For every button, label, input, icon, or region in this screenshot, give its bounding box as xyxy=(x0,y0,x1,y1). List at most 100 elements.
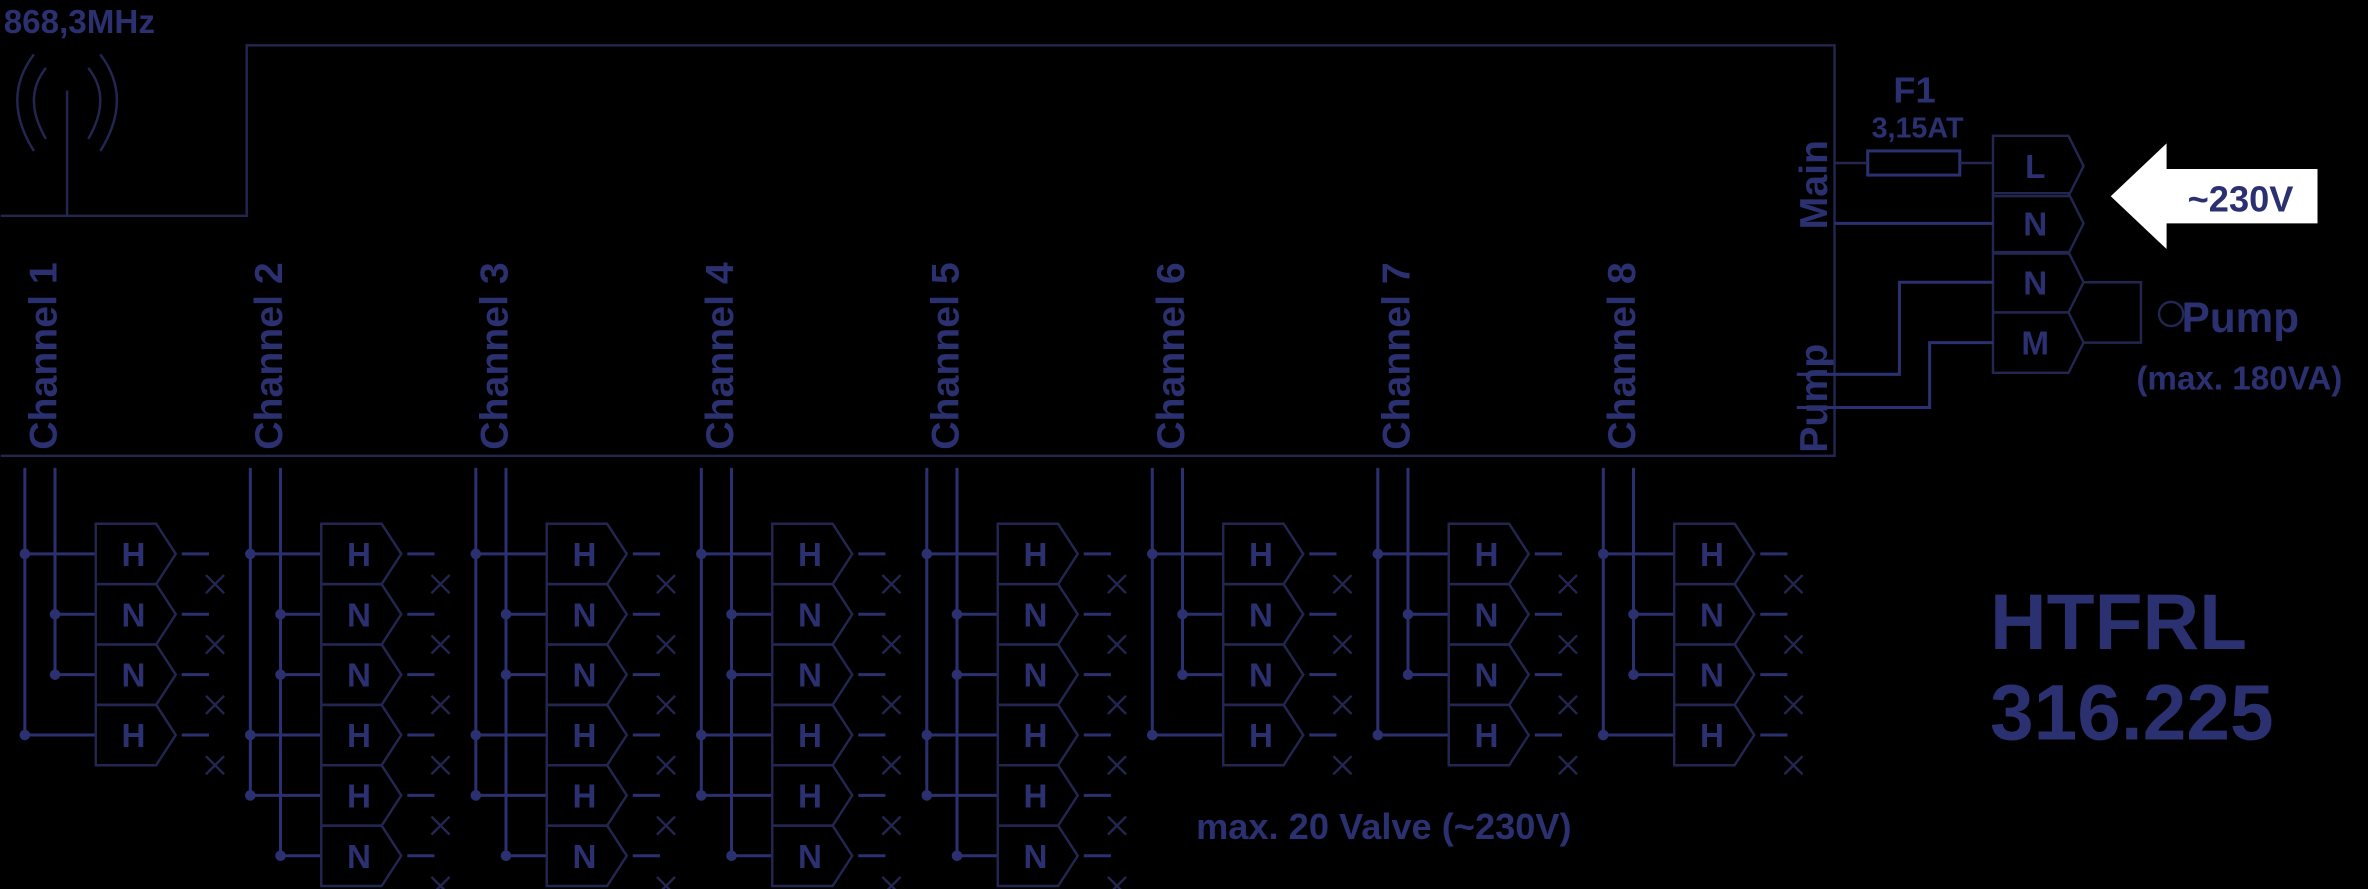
valve-terminal xyxy=(1447,643,1531,707)
valve-output xyxy=(1558,574,1578,595)
terminal xyxy=(1991,250,2085,314)
valve-terminal xyxy=(545,824,629,888)
junction xyxy=(1402,669,1414,680)
valve-terminal xyxy=(1222,582,1305,646)
enclosure xyxy=(0,44,1836,458)
pump-side-label: Pump xyxy=(1792,344,1836,453)
valve-output xyxy=(1332,634,1353,655)
terminal-letter: N xyxy=(122,597,146,634)
valve-output xyxy=(1107,694,1127,715)
valve-output xyxy=(430,634,451,655)
valve-output xyxy=(430,815,451,836)
valve-terminal xyxy=(1447,703,1531,767)
valve-output xyxy=(656,694,676,715)
valve-terminal xyxy=(94,703,178,767)
model-name: HTFRL xyxy=(1990,578,2247,666)
terminal-letter: M xyxy=(2021,326,2049,363)
terminal-letter: N xyxy=(1023,839,1047,876)
valve-terminal xyxy=(1222,643,1305,707)
valve-output xyxy=(881,634,902,655)
valve-output xyxy=(205,574,225,595)
terminal-letter: H xyxy=(798,778,822,815)
valve-output xyxy=(656,574,676,595)
valve-terminal xyxy=(771,582,854,646)
pump-wire xyxy=(1796,341,1994,410)
valve-terminal xyxy=(545,764,629,827)
valve-terminal xyxy=(1673,582,1756,646)
pump-symbol xyxy=(2157,300,2185,328)
terminal-letter: N xyxy=(573,839,597,876)
frequency: 868,3MHz xyxy=(4,4,155,41)
terminal-letter: H xyxy=(573,778,597,815)
terminal-letter: H xyxy=(1474,718,1498,755)
terminal-letter: N xyxy=(347,839,371,876)
model-number: 316.225 xyxy=(1990,669,2274,757)
valve-terminal xyxy=(1222,522,1305,586)
terminal-letter: L xyxy=(2025,149,2045,186)
valve-output xyxy=(1783,694,1804,715)
valve-output xyxy=(1107,815,1127,836)
terminal-letter: N xyxy=(2023,265,2047,302)
valve-output xyxy=(1332,694,1353,715)
junction xyxy=(1628,669,1639,680)
valve-output xyxy=(881,876,902,889)
valve-terminal xyxy=(545,703,629,767)
valve-output xyxy=(1107,755,1127,776)
valve-terminal xyxy=(996,824,1080,888)
terminal-letter: H xyxy=(122,718,146,755)
valve-terminal xyxy=(996,703,1080,767)
terminal-letter: H xyxy=(1023,537,1047,574)
valve-output xyxy=(1783,755,1804,776)
valve-output xyxy=(1107,574,1127,595)
valve-terminal xyxy=(545,522,629,586)
valve-output xyxy=(205,694,225,715)
channel-label: Channel 8 xyxy=(1600,262,1644,450)
valve-output xyxy=(430,876,451,889)
terminal-letter: N xyxy=(573,658,597,695)
terminal-letter: H xyxy=(1023,718,1047,755)
terminal-letter: N xyxy=(1249,597,1273,634)
valve-terminal xyxy=(1673,522,1756,586)
channel-label: Channel 2 xyxy=(247,262,291,450)
pump-label: Pump xyxy=(2182,294,2299,341)
valve-output xyxy=(205,755,225,776)
valve-output xyxy=(1107,876,1127,889)
valve-output xyxy=(1783,634,1804,655)
valve-output xyxy=(1332,574,1353,595)
terminal-letter: N xyxy=(798,839,822,876)
valve-terminal xyxy=(1673,643,1756,707)
valve-output xyxy=(430,755,451,776)
valve-terminal xyxy=(996,643,1080,707)
channel-label: Channel 4 xyxy=(698,262,742,450)
note: max. 20 Valve (~230V) xyxy=(1196,806,1572,847)
terminal-letter: N xyxy=(798,658,822,695)
channel-label: Channel 5 xyxy=(924,262,968,450)
terminal-letter: H xyxy=(798,537,822,574)
junction xyxy=(49,669,61,680)
valve-output xyxy=(881,755,902,776)
terminal-letter: N xyxy=(1700,597,1724,634)
terminal-letter: N xyxy=(1023,658,1047,695)
valve-output xyxy=(1558,755,1578,776)
valve-output xyxy=(205,634,225,655)
fuse-rating: 3,15AT xyxy=(1872,112,1964,144)
valve-terminal xyxy=(94,582,178,646)
channel-label: Channel 7 xyxy=(1374,262,1418,450)
terminal-letter: N xyxy=(2023,206,2047,243)
terminal-letter: H xyxy=(573,537,597,574)
terminal-letter: N xyxy=(573,597,597,634)
valve-output xyxy=(881,574,902,595)
terminal-letter: N xyxy=(1474,658,1498,695)
terminal-letter: H xyxy=(1700,537,1724,574)
valve-output xyxy=(1558,694,1578,715)
terminal-letter: N xyxy=(347,658,371,695)
valve-output xyxy=(1107,634,1127,655)
valve-output xyxy=(656,876,676,889)
supply-arrow xyxy=(2110,143,2318,250)
valve-output xyxy=(1783,574,1804,595)
terminal-letter: H xyxy=(347,537,371,574)
terminal-letter: H xyxy=(1700,718,1724,755)
